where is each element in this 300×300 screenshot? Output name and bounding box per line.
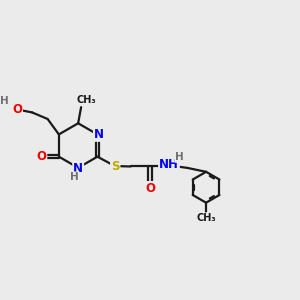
Text: O: O — [145, 182, 155, 195]
Text: N: N — [73, 162, 83, 175]
Text: NH: NH — [159, 158, 179, 172]
Text: O: O — [36, 150, 46, 163]
Text: O: O — [12, 103, 22, 116]
Text: H: H — [175, 152, 184, 162]
Text: H: H — [1, 96, 9, 106]
Text: CH₃: CH₃ — [77, 95, 96, 105]
Text: CH₃: CH₃ — [196, 213, 216, 223]
Text: H: H — [70, 172, 79, 182]
Text: N: N — [94, 128, 104, 141]
Text: S: S — [111, 160, 119, 173]
